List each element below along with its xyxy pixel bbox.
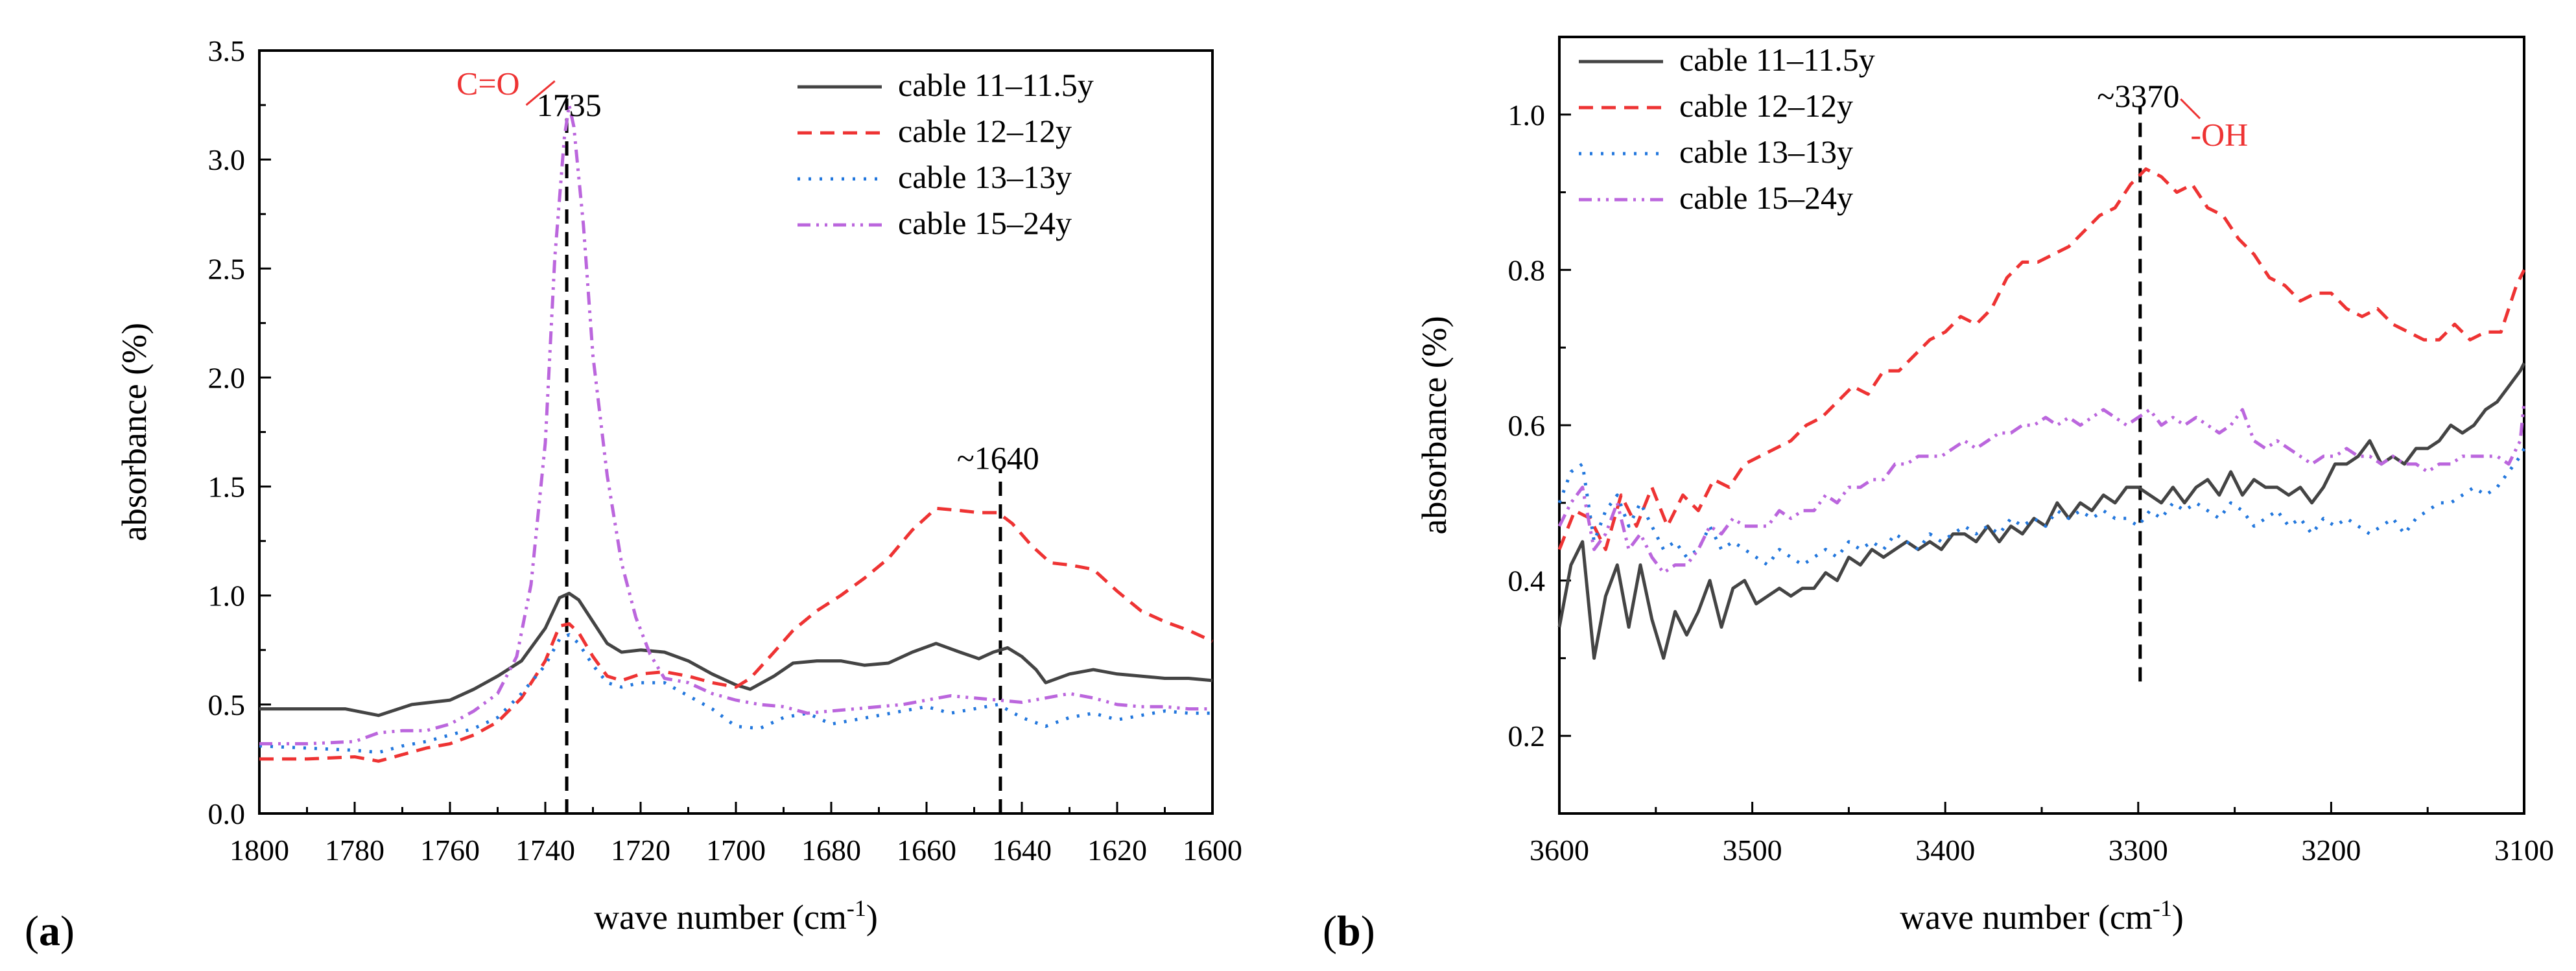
panel-a-ticks: 1800 1780 1760 1740 1720 1700 1680 1660 1640 1620…	[208, 34, 1243, 867]
annotation-leader	[525, 80, 556, 106]
legend-label-cable-11-11-5y: cable 11–11.5y	[1679, 41, 1875, 78]
legend-label-cable-12-12y: cable 12–12y	[1679, 88, 1853, 124]
panel-a-series	[259, 103, 1214, 763]
y-tick-label: 1.0	[1508, 99, 1546, 132]
panel-a-reference-lines	[565, 98, 1002, 813]
y-tick-label: 1.0	[208, 579, 246, 613]
series-line-cable-12-12y	[1557, 167, 2526, 552]
y-tick-label: 1.5	[208, 471, 246, 504]
series-line-cable-12-12y	[259, 506, 1214, 763]
panel-b-letter: (b)	[1323, 907, 1375, 955]
legend-label-cable-12-12y: cable 12–12y	[898, 113, 1072, 149]
x-tick-label: 1680	[801, 834, 861, 867]
x-tick-label: 3600	[1530, 834, 1589, 867]
legend-label-cable-13-13y: cable 13–13y	[1679, 134, 1853, 170]
x-tick-label: 1760	[420, 834, 480, 867]
panel-b-annotations: ~3370 -OH	[2097, 78, 2248, 153]
series-line-cable-15-24y	[259, 103, 1212, 745]
y-tick-label: 2.0	[208, 361, 246, 394]
panel-a-legend: cable 11–11.5y cable 12–12y cable 13–13y ca…	[798, 67, 1094, 241]
x-tick-label: 3100	[2494, 834, 2554, 867]
panel-b-y-axis-label: absorbance (%)	[1415, 316, 1454, 534]
panel-a-y-axis-label: absorbance (%)	[115, 323, 154, 541]
series-line-cable-15-24y	[1557, 401, 2526, 575]
y-tick-label: 0.4	[1508, 565, 1546, 598]
panel-a-x-axis-label: wave number (cm-1)	[594, 895, 878, 937]
legend-label-cable-11-11-5y: cable 11–11.5y	[898, 67, 1094, 103]
annotation-oh: -OH	[2190, 117, 2248, 153]
legend-label-cable-15-24y: cable 15–24y	[1679, 180, 1853, 216]
y-tick-label: 0.6	[1508, 409, 1546, 442]
x-tick-label: 3200	[2301, 834, 2361, 867]
annotation-3370: ~3370	[2097, 78, 2179, 114]
y-tick-label: 3.0	[208, 143, 246, 176]
y-tick-label: 0.0	[208, 797, 246, 830]
legend-label-cable-15-24y: cable 15–24y	[898, 205, 1072, 241]
panel-a-chart: 1800 1780 1760 1740 1720 1700 1680 1660 1640 1620…	[25, 34, 1242, 955]
y-tick-label: 0.8	[1508, 253, 1546, 287]
y-tick-label: 0.2	[1508, 719, 1546, 753]
annotation-1735: 1735	[537, 87, 602, 123]
x-tick-label: 3300	[2109, 834, 2168, 867]
x-tick-label: 3500	[1723, 834, 1782, 867]
y-tick-label: 0.5	[208, 688, 246, 721]
x-tick-label: 1740	[515, 834, 575, 867]
panel-b-ticks: 3600 3500 3400 3300 3200 3100 0.2 0.4 0.6 0.8 1.0	[1508, 99, 2555, 867]
series-line-cable-11-11-5y	[259, 591, 1213, 718]
x-tick-label: 1780	[325, 834, 384, 867]
x-tick-label: 1800	[230, 834, 289, 867]
panel-a-letter: (a)	[25, 907, 75, 955]
x-tick-label: 1660	[897, 834, 956, 867]
x-tick-label: 1620	[1087, 834, 1147, 867]
y-tick-label: 2.5	[208, 252, 246, 285]
annotation-1640: ~1640	[957, 440, 1039, 476]
panel-b-chart: 3600 3500 3400 3300 3200 31000.20.40.60.81.0 …	[1323, 36, 2555, 955]
panel-a-annotations: 1735 C=O ~1640	[456, 65, 1039, 476]
panel-b-series	[1557, 167, 2526, 660]
annotation-c-o: C=O	[456, 65, 520, 101]
x-tick-label: 1640	[992, 834, 1052, 867]
x-tick-label: 3400	[1915, 834, 1975, 867]
legend-label-cable-13-13y: cable 13–13y	[898, 159, 1072, 195]
series-line-cable-13-13y	[1557, 447, 2526, 567]
y-tick-label: 3.5	[208, 34, 246, 67]
panel-b-x-axis-label: wave number (cm-1)	[1900, 895, 2184, 937]
x-tick-label: 1700	[706, 834, 766, 867]
annotation-leader	[2180, 98, 2201, 119]
panel-b-legend: cable 11–11.5y cable 12–12y cable 13–13y ca…	[1579, 41, 1875, 216]
x-tick-label: 1720	[611, 834, 670, 867]
x-tick-label: 1600	[1183, 834, 1242, 867]
